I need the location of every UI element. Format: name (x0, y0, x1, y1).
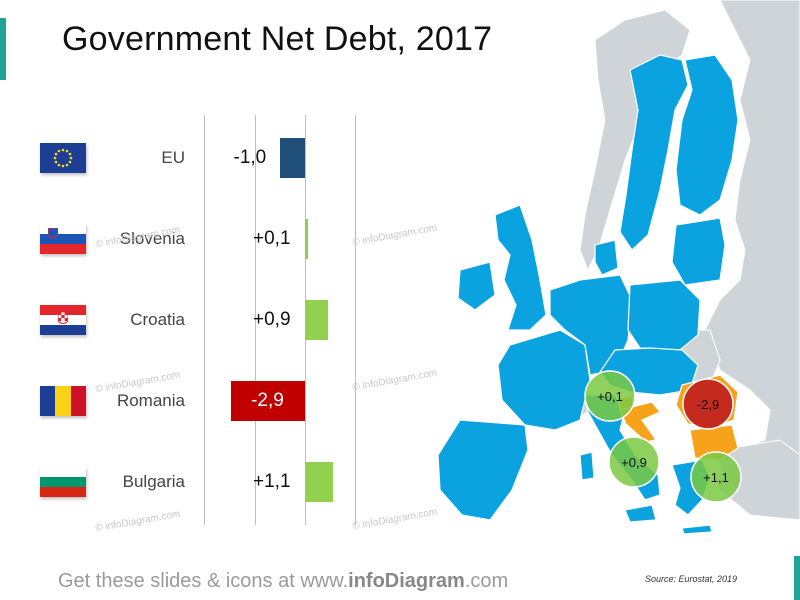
bar-croatia (305, 300, 328, 340)
bar-romania (231, 381, 305, 421)
gridline (204, 115, 205, 525)
bubble-croatia: +0,9 (608, 436, 660, 488)
map-bubbles: +0,1 -2,9 +0,9 +1,1 (584, 370, 742, 503)
chart-row-croatia: Croatia (0, 300, 360, 340)
slovenia-flag-icon (40, 224, 86, 254)
watermark: © infoDiagram.com (94, 508, 182, 535)
chart-row-bulgaria: Bulgaria (0, 462, 360, 502)
bubble-label: +1,1 (703, 470, 729, 485)
footer-prefix: Get these slides & icons at www. (58, 570, 349, 592)
country-label: EU (161, 148, 185, 167)
gridline (255, 115, 256, 525)
chart-row-eu: EU (0, 138, 360, 178)
country-label: Romania (116, 391, 185, 410)
bar-eu (279, 138, 305, 178)
bubble-label: -2,9 (697, 397, 719, 412)
bar-bulgaria (305, 462, 334, 502)
eu-flag-icon (40, 143, 86, 173)
footer-brand: infoDiagram (348, 570, 465, 592)
bulgaria-flag-icon (40, 467, 86, 497)
chart-row-romania: Romania (0, 381, 360, 421)
country-label: Slovenia (119, 229, 185, 248)
croatia-flag-icon (40, 305, 86, 335)
europe-map: +0,1 -2,9 +0,9 +1,1 (420, 0, 800, 560)
accent-tab-bottom (794, 556, 800, 600)
value-label: -1,0 (233, 147, 267, 168)
value-label: +1,1 (253, 471, 291, 492)
source-note: Source: Eurostat, 2019 (645, 574, 738, 584)
bubble-label: +0,9 (621, 455, 647, 470)
country-label: Bulgaria (122, 472, 185, 491)
bubble-bulgaria: +1,1 (690, 451, 742, 503)
romania-flag-icon (40, 386, 86, 416)
country-label: Croatia (130, 310, 185, 329)
bar-slovenia (305, 219, 308, 259)
bubble-romania: -2,9 (682, 378, 734, 430)
footer-promo: Get these slides & icons at www.infoDiag… (58, 570, 508, 593)
footer-suffix: .com (464, 570, 509, 592)
value-label: +0,9 (253, 309, 291, 330)
page-title: Government Net Debt, 2017 (62, 20, 493, 58)
gridline (355, 115, 356, 525)
value-label: +0,1 (253, 228, 291, 249)
accent-tab (0, 18, 6, 80)
bubble-label: +0,1 (597, 389, 623, 404)
bubble-slovenia: +0,1 (584, 370, 636, 422)
chart-row-slovenia: Slovenia (0, 219, 360, 259)
value-label: -2,9 (251, 390, 284, 411)
